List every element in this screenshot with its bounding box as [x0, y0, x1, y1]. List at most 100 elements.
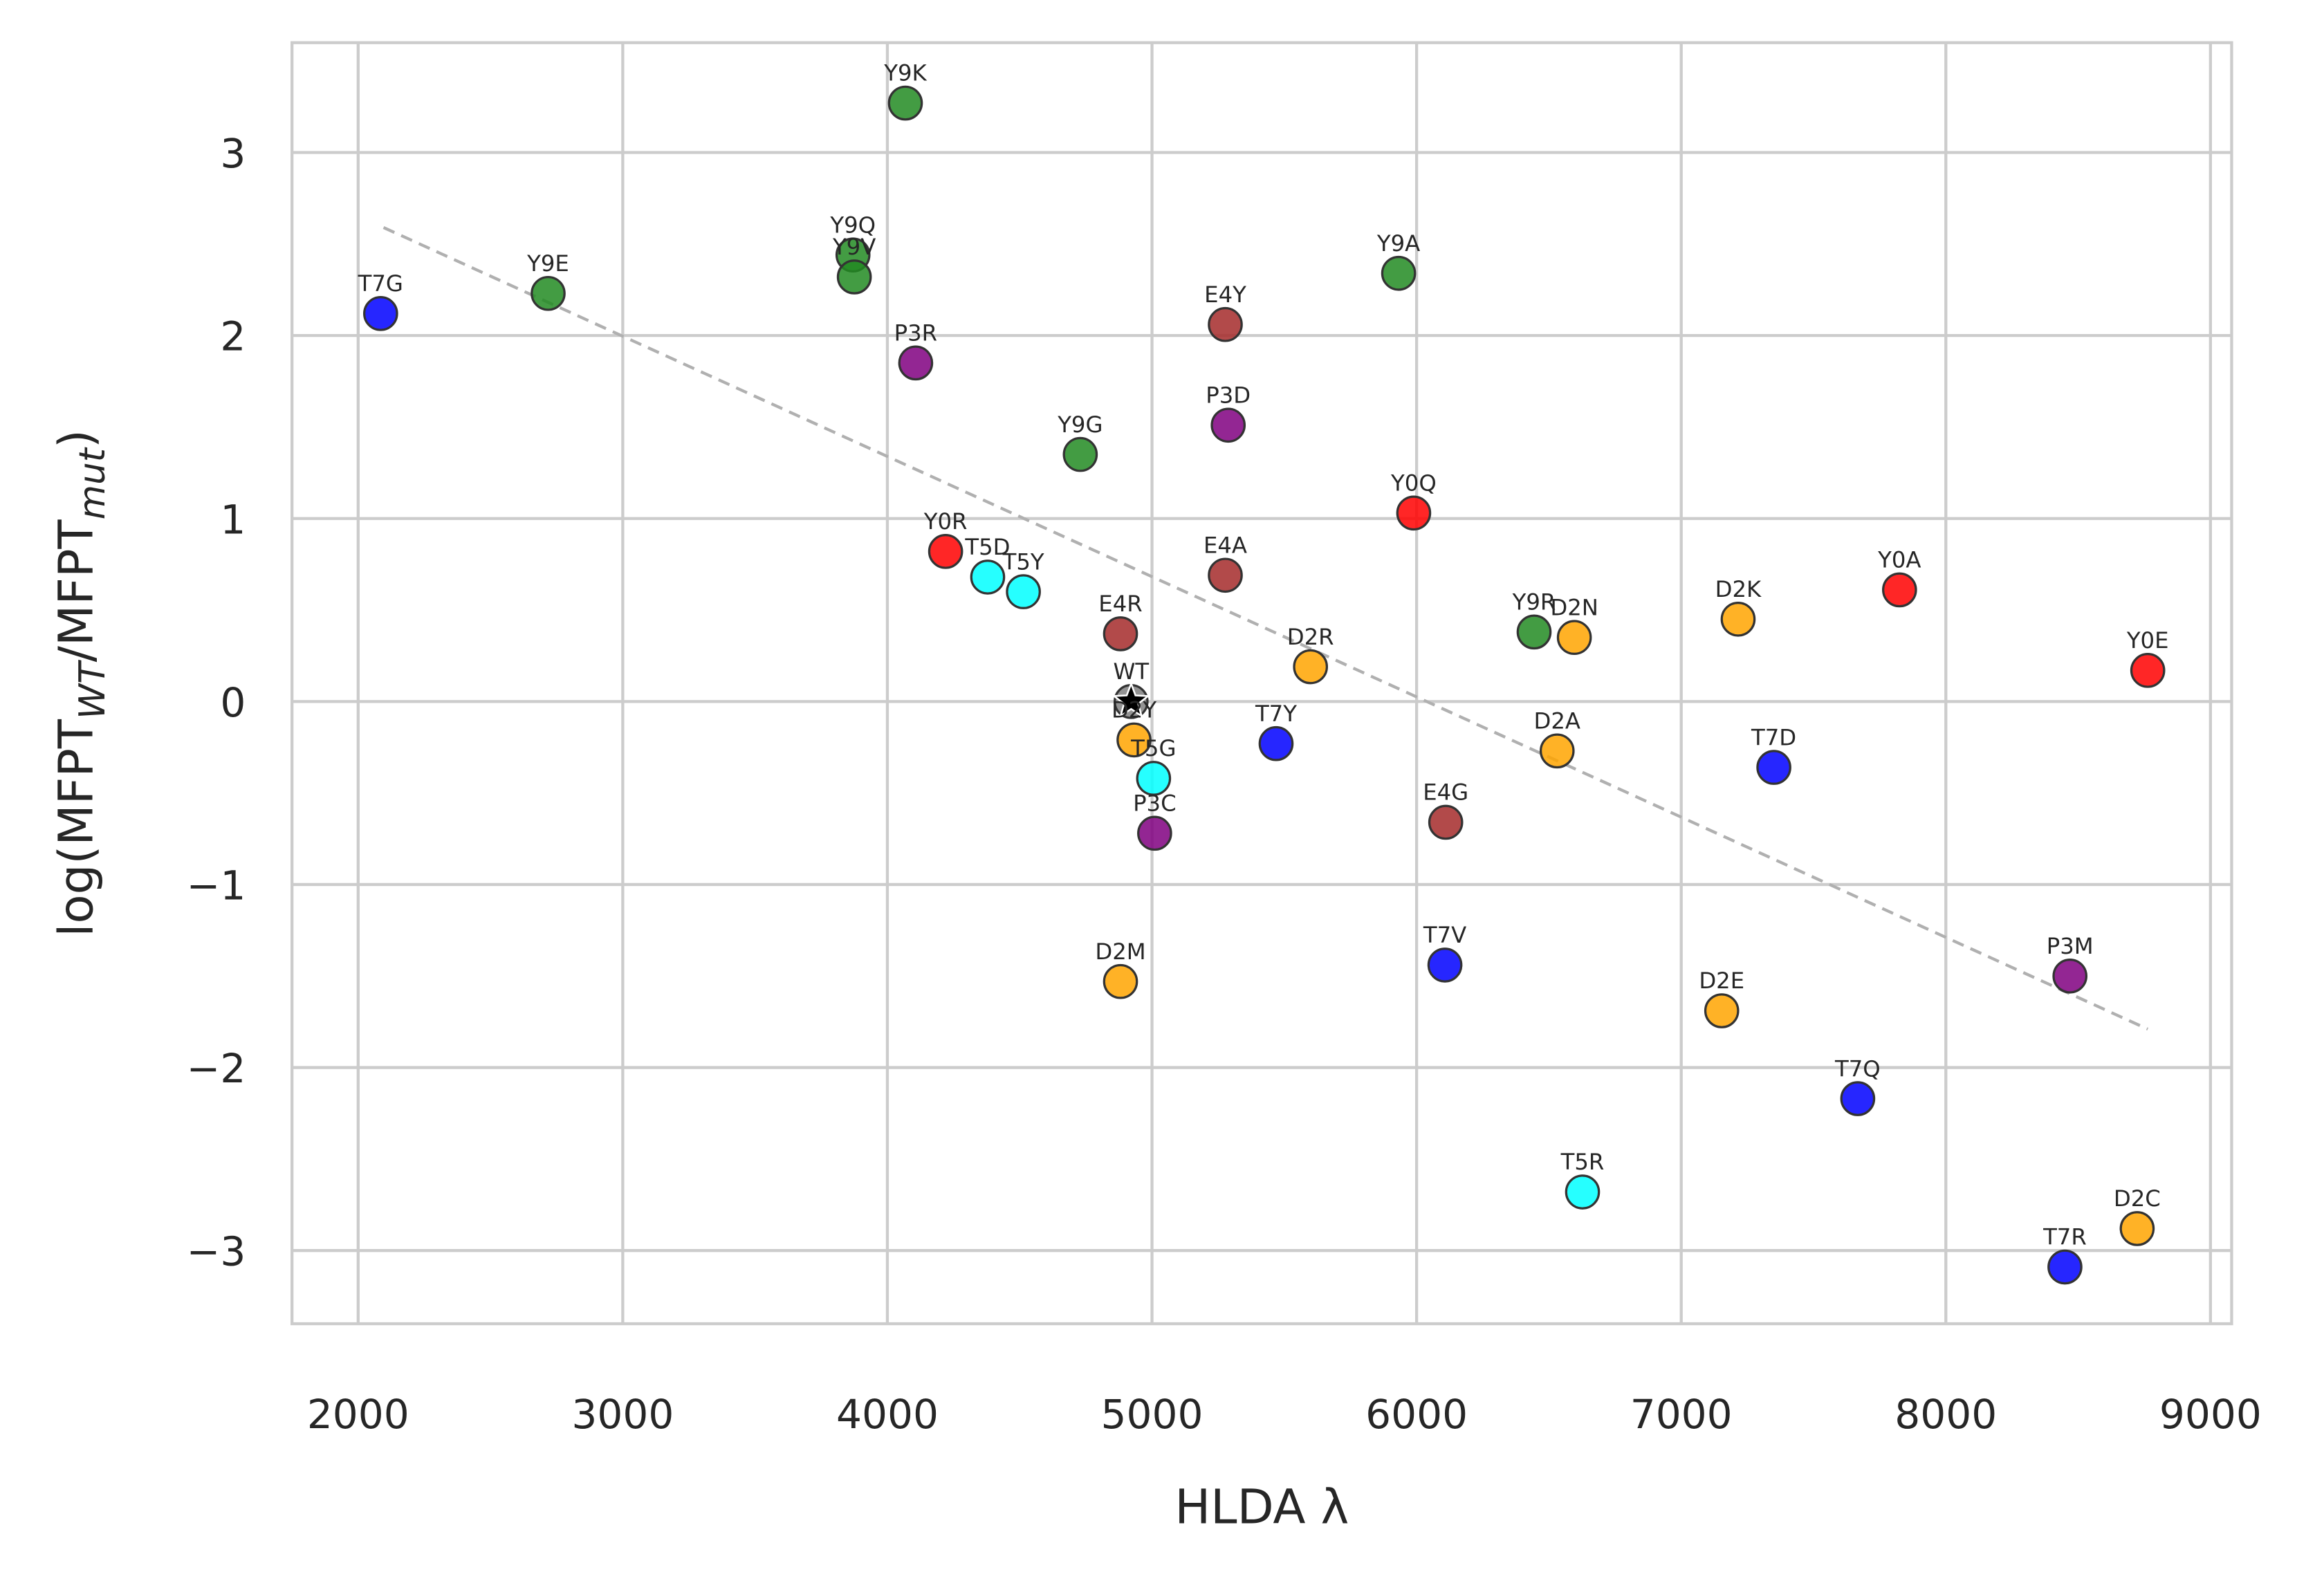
point-marker — [1720, 601, 1756, 637]
point-label: T7G — [358, 270, 403, 297]
point-label: T7D — [1751, 724, 1796, 750]
data-point-d2n: D2N — [1550, 594, 1598, 656]
x-tick-label: 7000 — [1630, 1391, 1733, 1438]
point-marker — [1840, 1081, 1876, 1116]
point-label: Y9A — [1376, 230, 1420, 257]
point-marker — [1427, 947, 1463, 983]
point-marker — [1103, 616, 1138, 651]
y-ticks: 3 2 1 0 −1 −2 −3 — [187, 130, 246, 1275]
point-marker — [1293, 649, 1329, 685]
point-label: D2Y — [1112, 697, 1156, 723]
y-tick-label: 3 — [220, 130, 246, 177]
point-label: D2E — [1699, 968, 1744, 994]
x-axis-label: HLDA λ — [1174, 1480, 1349, 1535]
data-point-d2r: D2R — [1287, 624, 1334, 685]
point-marker — [898, 345, 934, 381]
point-marker — [1137, 815, 1172, 851]
point-label: Y9E — [526, 250, 569, 277]
point-label: D2K — [1715, 576, 1762, 602]
data-point-t7q: T7Q — [1834, 1055, 1881, 1116]
trend-line — [382, 226, 2149, 1030]
data-point-d2a: D2A — [1534, 708, 1581, 769]
point-marker — [1704, 993, 1740, 1028]
point-marker — [531, 275, 566, 311]
data-point-p3c: P3C — [1133, 790, 1177, 851]
data-point-p3r: P3R — [894, 320, 937, 381]
point-marker — [1103, 963, 1138, 999]
point-marker — [1208, 557, 1243, 593]
point-marker — [2047, 1249, 2083, 1285]
point-label: D2M — [1095, 938, 1145, 965]
point-label: Y9K — [883, 60, 927, 86]
data-point-e4y: E4Y — [1204, 281, 1246, 342]
x-ticks: 2000 3000 4000 5000 6000 7000 8000 9000 — [307, 1391, 2262, 1438]
point-label: T7Y — [1255, 701, 1297, 727]
point-marker — [1116, 722, 1152, 758]
point-marker — [928, 534, 963, 569]
y-axis-label: log(MFPTWT/MFPTmut) — [49, 429, 113, 937]
point-marker — [1556, 620, 1592, 656]
y-tick-label: −1 — [187, 862, 246, 909]
data-point-e4g: E4G — [1423, 779, 1468, 840]
point-marker — [1428, 804, 1464, 840]
point-label: D2A — [1534, 708, 1581, 734]
data-point-y0e: Y0E — [2126, 627, 2169, 688]
data-point-wt: WT — [1112, 658, 1151, 719]
point-label: Y9R — [1512, 589, 1556, 615]
y-tick-label: 0 — [220, 679, 246, 726]
data-point-t5r: T5R — [1560, 1149, 1605, 1210]
point-label: Y0E — [2126, 627, 2169, 654]
point-label: Y0Q — [1390, 470, 1437, 496]
data-point-t7v: T7V — [1423, 922, 1466, 983]
data-point-y9g: Y9G — [1057, 412, 1103, 472]
data-point-y9k: Y9K — [883, 60, 928, 121]
y-tick-label: −2 — [187, 1045, 246, 1092]
point-marker — [1565, 1174, 1601, 1210]
data-point-p3m: P3M — [2047, 933, 2094, 994]
data-point-t7g: T7G — [358, 270, 403, 331]
point-marker — [1516, 614, 1552, 650]
point-label: T5R — [1560, 1149, 1605, 1175]
data-point-y9a: Y9A — [1376, 230, 1420, 291]
point-label: T7R — [2042, 1224, 2087, 1250]
point-label: Y9V — [832, 234, 876, 260]
x-tick-label: 2000 — [307, 1391, 409, 1438]
data-point-d2c: D2C — [2114, 1185, 2161, 1246]
data-point-e4r: E4R — [1098, 591, 1143, 651]
data-point-d2y: D2Y — [1112, 697, 1156, 758]
point-label: T7V — [1423, 922, 1466, 948]
point-label: P3M — [2047, 933, 2094, 959]
point-label: D2R — [1287, 624, 1334, 650]
point-marker — [2119, 1211, 2155, 1246]
point-marker — [1136, 761, 1172, 796]
point-marker — [1062, 436, 1098, 472]
data-point-y9v: Y9V — [832, 234, 876, 295]
data-point-d2e: D2E — [1699, 968, 1744, 1028]
data-point-y0a: Y0A — [1877, 547, 1921, 608]
data-point-t7y: T7Y — [1255, 701, 1297, 761]
point-marker — [1006, 574, 1041, 609]
y-tick-label: 1 — [220, 496, 246, 543]
y-tick-label: 2 — [220, 313, 246, 360]
points: T7GY9EY9KY9QY9VP3RY9GE4YP3DY9AY0QE4AY0RT… — [358, 60, 2169, 1285]
point-label: E4R — [1098, 591, 1142, 617]
data-point-t7d: T7D — [1751, 724, 1796, 785]
data-point-t5g: T5G — [1130, 735, 1176, 796]
data-point-d2m: D2M — [1095, 938, 1146, 999]
point-marker — [1539, 733, 1575, 769]
data-point-p3d: P3D — [1206, 382, 1251, 443]
data-point-t5y: T5Y — [1002, 548, 1044, 609]
point-marker — [1210, 407, 1246, 443]
x-tick-label: 9000 — [2159, 1391, 2262, 1438]
data-point-y0r: Y0R — [923, 508, 967, 569]
point-label: Y0A — [1877, 547, 1921, 573]
point-label: Y9G — [1057, 412, 1103, 438]
point-label: E4Y — [1204, 281, 1246, 308]
point-label: D2C — [2114, 1185, 2161, 1212]
point-marker — [1882, 572, 1917, 608]
point-label: E4A — [1204, 532, 1247, 558]
point-marker — [363, 296, 398, 331]
data-point-t5d: T5D — [964, 534, 1011, 595]
point-marker — [970, 560, 1006, 595]
